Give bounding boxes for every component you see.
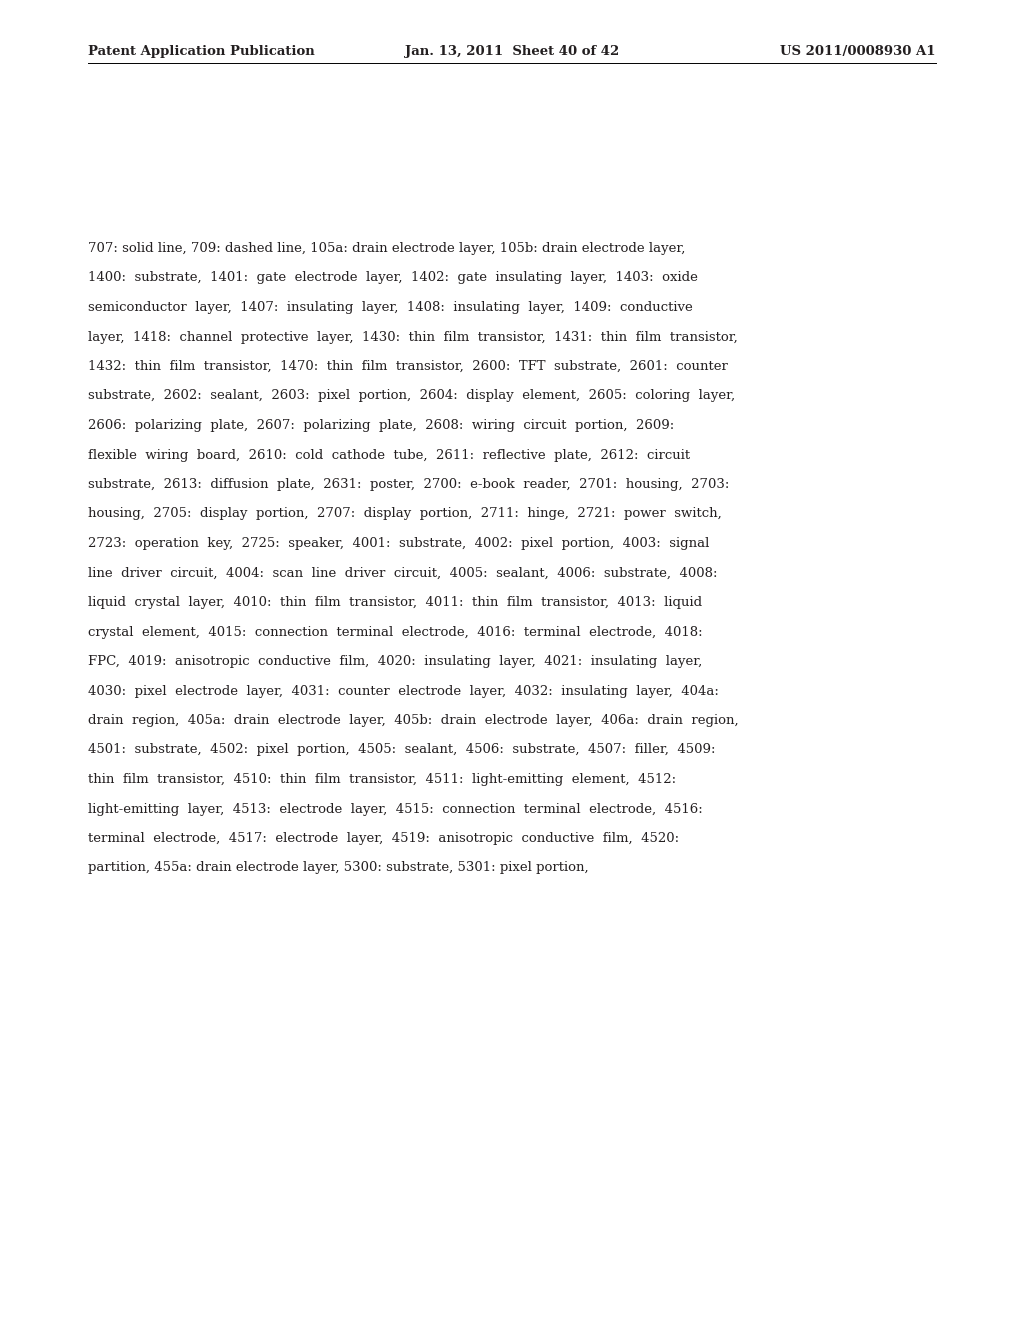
Text: thin  film  transistor,  4510:  thin  film  transistor,  4511:  light-emitting  : thin film transistor, 4510: thin film tr… <box>88 774 676 785</box>
Text: 707: solid line, 709: dashed line, 105a: drain electrode layer, 105b: drain elec: 707: solid line, 709: dashed line, 105a:… <box>88 242 685 255</box>
Text: light-emitting  layer,  4513:  electrode  layer,  4515:  connection  terminal  e: light-emitting layer, 4513: electrode la… <box>88 803 702 816</box>
Text: Patent Application Publication: Patent Application Publication <box>88 45 314 58</box>
Text: 1432:  thin  film  transistor,  1470:  thin  film  transistor,  2600:  TFT  subs: 1432: thin film transistor, 1470: thin f… <box>88 360 728 374</box>
Text: layer,  1418:  channel  protective  layer,  1430:  thin  film  transistor,  1431: layer, 1418: channel protective layer, 1… <box>88 330 737 343</box>
Text: 2723:  operation  key,  2725:  speaker,  4001:  substrate,  4002:  pixel  portio: 2723: operation key, 2725: speaker, 4001… <box>88 537 710 550</box>
Text: line  driver  circuit,  4004:  scan  line  driver  circuit,  4005:  sealant,  40: line driver circuit, 4004: scan line dri… <box>88 566 718 579</box>
Text: liquid  crystal  layer,  4010:  thin  film  transistor,  4011:  thin  film  tran: liquid crystal layer, 4010: thin film tr… <box>88 597 702 609</box>
Text: drain  region,  405a:  drain  electrode  layer,  405b:  drain  electrode  layer,: drain region, 405a: drain electrode laye… <box>88 714 738 727</box>
Text: 4030:  pixel  electrode  layer,  4031:  counter  electrode  layer,  4032:  insul: 4030: pixel electrode layer, 4031: count… <box>88 685 719 697</box>
Text: FPC,  4019:  anisotropic  conductive  film,  4020:  insulating  layer,  4021:  i: FPC, 4019: anisotropic conductive film, … <box>88 655 702 668</box>
Text: 4501:  substrate,  4502:  pixel  portion,  4505:  sealant,  4506:  substrate,  4: 4501: substrate, 4502: pixel portion, 45… <box>88 743 716 756</box>
Text: US 2011/0008930 A1: US 2011/0008930 A1 <box>780 45 936 58</box>
Text: 1400:  substrate,  1401:  gate  electrode  layer,  1402:  gate  insulating  laye: 1400: substrate, 1401: gate electrode la… <box>88 272 698 285</box>
Text: substrate,  2613:  diffusion  plate,  2631:  poster,  2700:  e-book  reader,  27: substrate, 2613: diffusion plate, 2631: … <box>88 478 729 491</box>
Text: flexible  wiring  board,  2610:  cold  cathode  tube,  2611:  reflective  plate,: flexible wiring board, 2610: cold cathod… <box>88 449 690 462</box>
Text: Jan. 13, 2011  Sheet 40 of 42: Jan. 13, 2011 Sheet 40 of 42 <box>404 45 620 58</box>
Text: crystal  element,  4015:  connection  terminal  electrode,  4016:  terminal  ele: crystal element, 4015: connection termin… <box>88 626 702 639</box>
Text: semiconductor  layer,  1407:  insulating  layer,  1408:  insulating  layer,  140: semiconductor layer, 1407: insulating la… <box>88 301 693 314</box>
Text: 2606:  polarizing  plate,  2607:  polarizing  plate,  2608:  wiring  circuit  po: 2606: polarizing plate, 2607: polarizing… <box>88 418 674 432</box>
Text: partition, 455a: drain electrode layer, 5300: substrate, 5301: pixel portion,: partition, 455a: drain electrode layer, … <box>88 862 589 874</box>
Text: terminal  electrode,  4517:  electrode  layer,  4519:  anisotropic  conductive  : terminal electrode, 4517: electrode laye… <box>88 832 679 845</box>
Text: housing,  2705:  display  portion,  2707:  display  portion,  2711:  hinge,  272: housing, 2705: display portion, 2707: di… <box>88 507 722 520</box>
Text: substrate,  2602:  sealant,  2603:  pixel  portion,  2604:  display  element,  2: substrate, 2602: sealant, 2603: pixel po… <box>88 389 735 403</box>
